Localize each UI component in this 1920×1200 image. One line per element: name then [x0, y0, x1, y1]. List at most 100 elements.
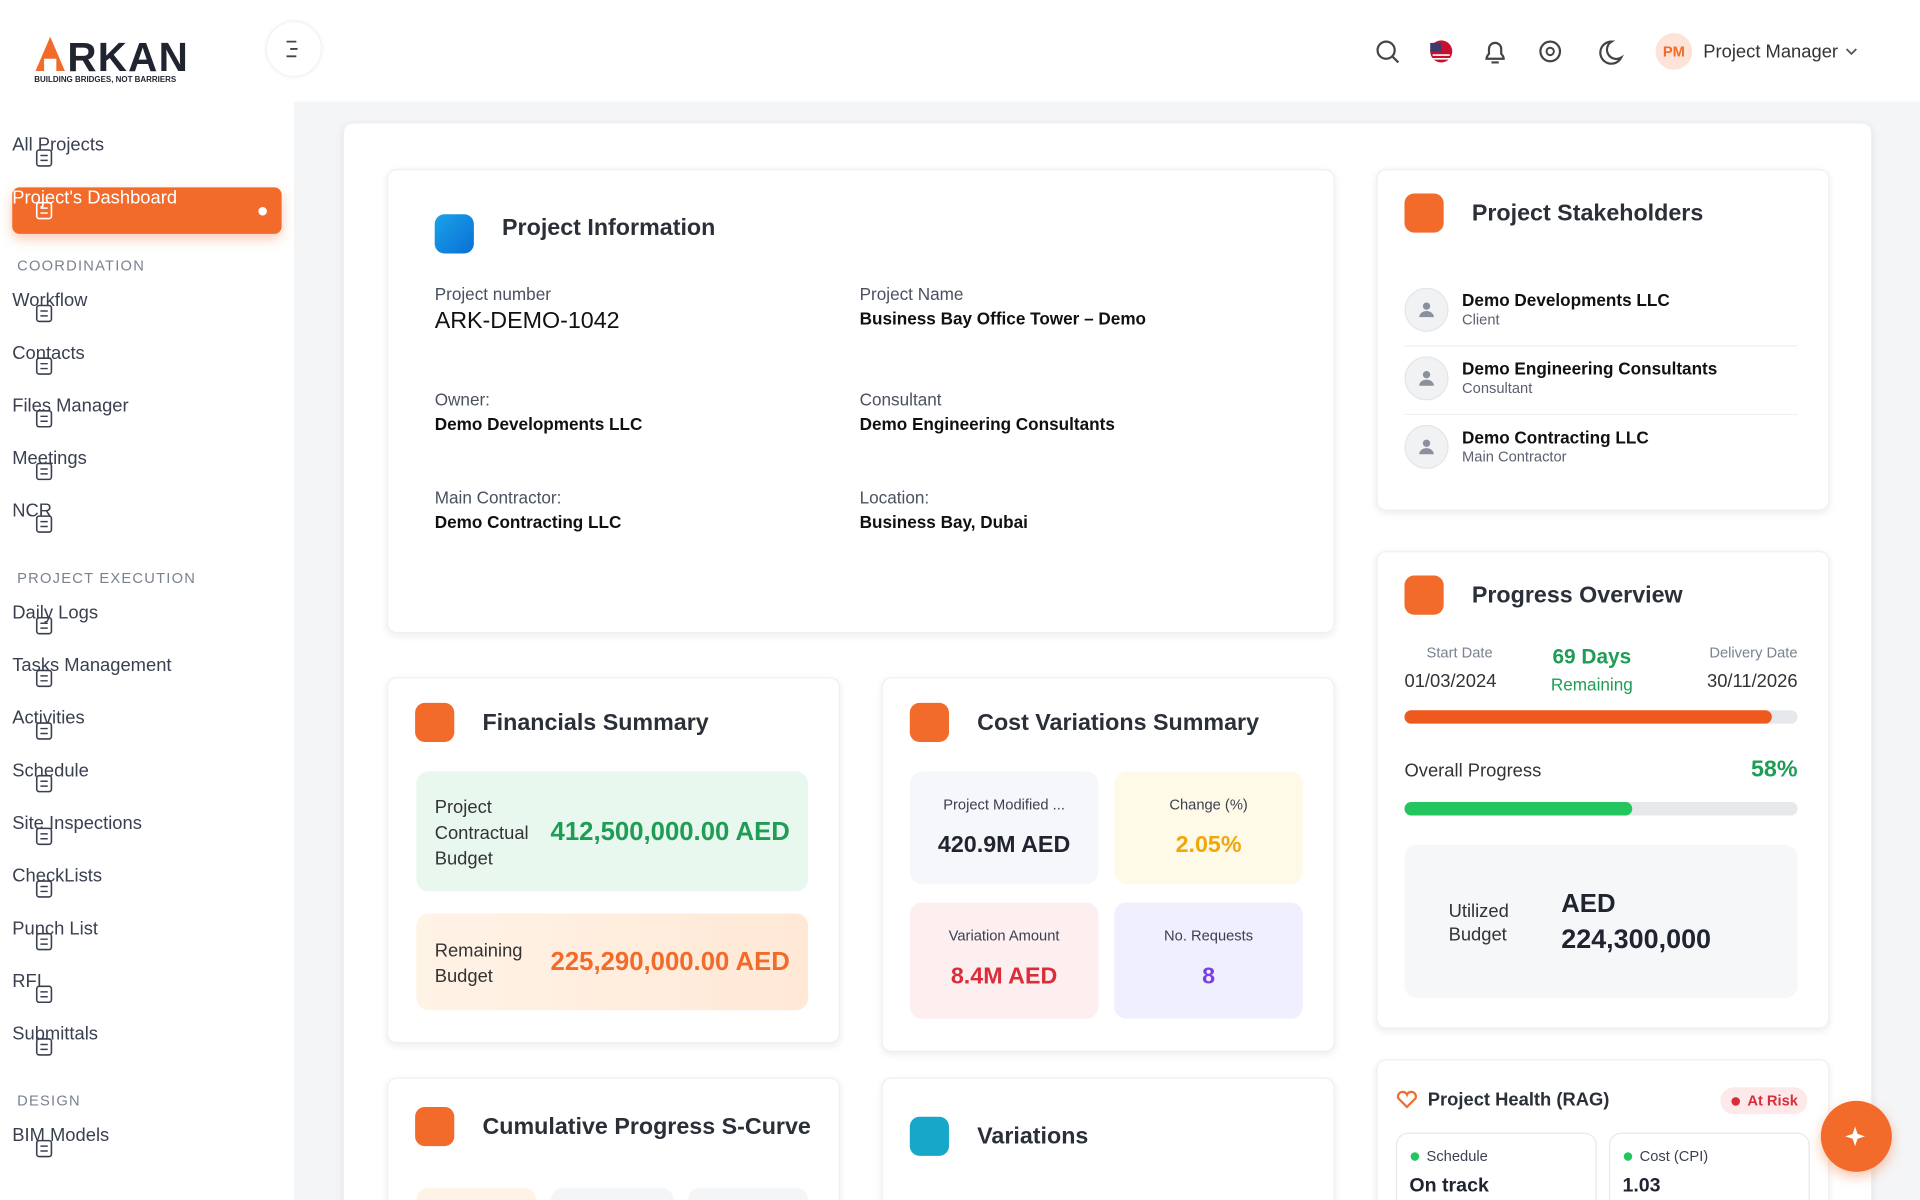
nav-icon — [35, 149, 53, 167]
remaining-box — [416, 913, 809, 1011]
nav-item[interactable]: Daily Logs — [12, 602, 281, 649]
nav-icon — [35, 880, 53, 898]
tagline: BUILDING BRIDGES, NOT BARRIERS — [34, 75, 177, 85]
stat-box: Project Modified ... 420.9M AED — [909, 771, 1099, 885]
stat-value: 2.05% — [1175, 832, 1242, 859]
field-value: Demo Developments LLC — [434, 413, 643, 434]
stakeholder-role: Client — [1462, 311, 1500, 329]
card-title: Project Stakeholders — [1471, 200, 1704, 227]
field-value: Business Bay Office Tower – Demo — [859, 308, 1147, 329]
nav-item[interactable]: Tasks Management — [12, 655, 281, 702]
nav-label: Daily Logs — [12, 602, 99, 624]
sidebar: RKAN BUILDING BRIDGES, NOT BARRIERS All … — [0, 0, 294, 1200]
stakeholder-role: Main Contractor — [1462, 448, 1567, 466]
nav-icon — [35, 774, 53, 793]
card-title: Cumulative Progress S-Curve — [482, 1114, 811, 1141]
section-title: COORDINATION — [17, 257, 146, 275]
budget-box — [416, 771, 809, 892]
nav-item[interactable]: Submittals — [12, 1024, 281, 1071]
nav-item[interactable]: RFI — [12, 971, 281, 1018]
nav-item[interactable]: Activities — [12, 708, 281, 755]
nav-item[interactable]: Project's Dashboard — [12, 187, 282, 234]
health-value: 1.03 — [1622, 1175, 1661, 1197]
stakeholder-name: Demo Developments LLC — [1462, 290, 1670, 310]
divider — [1404, 345, 1798, 347]
card-title: Cost Variations Summary — [977, 710, 1260, 736]
collapse-button[interactable] — [266, 22, 321, 76]
settings-icon[interactable] — [1539, 40, 1562, 63]
remaining-days: 69 Days — [1552, 645, 1632, 669]
stakeholder-role: Consultant — [1462, 379, 1533, 397]
nav-item[interactable]: Files Manager — [12, 396, 281, 443]
card-title: Variations — [977, 1124, 1089, 1150]
theme-icon[interactable] — [1599, 40, 1624, 65]
user-avatar[interactable]: PM — [1655, 33, 1693, 70]
nav-item[interactable]: CheckLists — [12, 866, 281, 913]
nav-label: Contacts — [12, 342, 85, 364]
nav-label: BIM Models — [12, 1125, 110, 1147]
nav-label: RFI — [12, 971, 42, 992]
nav-icon — [35, 304, 53, 323]
section-title: DESIGN — [17, 1092, 81, 1110]
delivery-label: Delivery Date — [1709, 644, 1798, 662]
nav-label: Submittals — [12, 1023, 98, 1045]
field-label: Project number — [434, 284, 551, 304]
heart-icon — [1396, 1090, 1417, 1109]
nav-item[interactable]: All Projects — [12, 135, 281, 182]
stakeholder-avatar — [1404, 287, 1449, 332]
utilized-currency: AED — [1561, 890, 1616, 919]
active-dot — [258, 206, 267, 216]
utilized-box — [1404, 844, 1798, 998]
notification-icon[interactable] — [1485, 41, 1505, 64]
nav-icon — [35, 462, 53, 481]
field-label: Project Name — [859, 284, 964, 304]
project-information-card — [386, 168, 1335, 634]
stat-box: Change (%) 2.05% — [1114, 771, 1303, 885]
nav-item[interactable]: BIM Models — [12, 1125, 281, 1172]
scurve-stat — [416, 1187, 537, 1200]
nav-item[interactable]: Contacts — [12, 343, 281, 390]
person-icon — [1419, 302, 1434, 318]
card-icon — [1404, 575, 1444, 615]
nav-item[interactable]: Site Inspections — [12, 813, 281, 860]
nav-icon — [35, 515, 53, 533]
stakeholder-name: Demo Contracting LLC — [1462, 427, 1649, 447]
language-flag[interactable] — [1430, 40, 1453, 63]
nav-icon — [35, 827, 53, 846]
assistant-button[interactable] — [1820, 1100, 1892, 1172]
card-icon — [434, 214, 474, 254]
health-value: On track — [1409, 1175, 1489, 1197]
nav-item[interactable]: Punch List — [12, 918, 281, 965]
user-name[interactable]: Project Manager — [1703, 41, 1839, 63]
stat-label: Variation Amount — [948, 926, 1060, 945]
dropdown-chevron[interactable] — [1845, 48, 1857, 56]
utilized-label: Utilized Budget — [1448, 901, 1509, 946]
section-title: PROJECT EXECUTION — [17, 569, 197, 587]
field-label: Location: — [859, 487, 930, 507]
search-icon[interactable] — [1376, 40, 1400, 64]
stat-value: 8 — [1202, 963, 1216, 990]
logo-mark — [35, 36, 65, 72]
nav-item[interactable]: NCR — [12, 501, 281, 548]
nav-item[interactable]: Schedule — [12, 760, 281, 807]
nav-label: Activities — [12, 707, 85, 729]
health-title: Project Health (RAG) — [1427, 1089, 1610, 1111]
nav-item[interactable]: Workflow — [12, 290, 281, 337]
scurve-stat — [688, 1187, 809, 1200]
health-label: Schedule — [1426, 1147, 1488, 1165]
status-pill: At Risk — [1720, 1087, 1808, 1115]
stakeholder-name: Demo Engineering Consultants — [1462, 358, 1718, 379]
person-icon — [1419, 439, 1434, 455]
health-box: Schedule On track — [1395, 1132, 1597, 1200]
card-icon — [909, 702, 949, 743]
nav-label: Workflow — [12, 290, 88, 312]
divider — [1404, 413, 1798, 416]
field-label: Main Contractor: — [434, 487, 562, 507]
nav-item[interactable]: Meetings — [12, 448, 281, 495]
header-icons — [1376, 40, 1857, 65]
nav-icon — [35, 985, 53, 1004]
card-icon — [415, 702, 455, 743]
nav-label: Project's Dashboard — [12, 187, 178, 209]
status-text: At Risk — [1747, 1092, 1798, 1110]
